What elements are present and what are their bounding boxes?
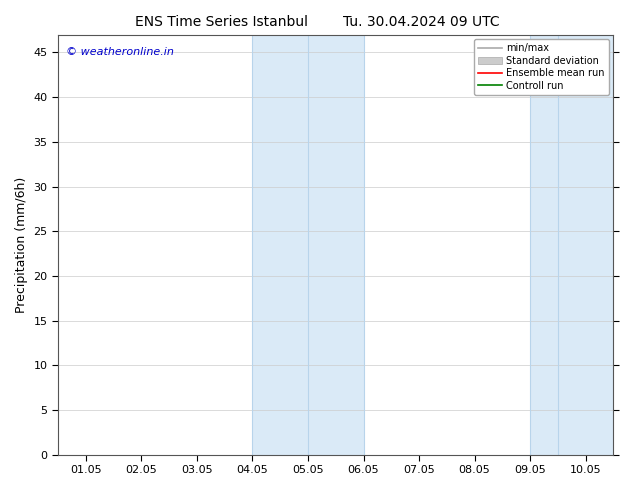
Text: ENS Time Series Istanbul        Tu. 30.04.2024 09 UTC: ENS Time Series Istanbul Tu. 30.04.2024 … — [134, 15, 500, 29]
Bar — [530, 35, 614, 455]
Bar — [252, 35, 363, 455]
Y-axis label: Precipitation (mm/6h): Precipitation (mm/6h) — [15, 176, 28, 313]
Text: © weatheronline.in: © weatheronline.in — [67, 47, 174, 57]
Legend: min/max, Standard deviation, Ensemble mean run, Controll run: min/max, Standard deviation, Ensemble me… — [474, 40, 609, 95]
